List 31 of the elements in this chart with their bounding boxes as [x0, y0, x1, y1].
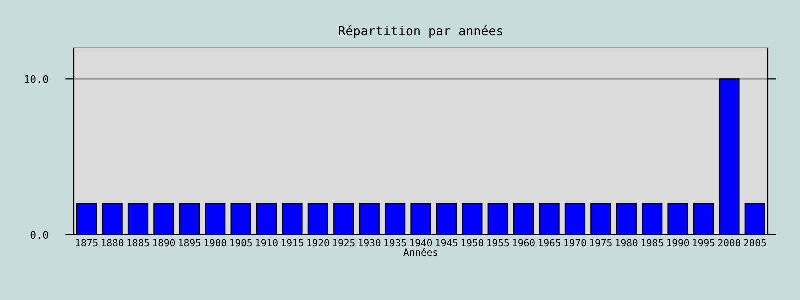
- x-tick-label: 1880: [102, 239, 124, 247]
- x-tick-label: 1895: [179, 239, 201, 247]
- x-axis-title: Années: [404, 248, 438, 256]
- x-tick-label: 1925: [333, 239, 355, 247]
- x-tick-label: 1890: [153, 239, 176, 247]
- x-tick-label: 1885: [128, 239, 150, 247]
- x-tick-label: 1990: [668, 239, 690, 247]
- x-tick-label: 1930: [359, 239, 381, 247]
- x-tick-label: 1915: [282, 239, 304, 247]
- x-tick-label: 1875: [76, 239, 98, 247]
- x-tick-label: 1905: [230, 239, 252, 247]
- x-tick-label: 2005: [744, 239, 766, 247]
- x-tick-label: 1945: [436, 239, 458, 247]
- x-tick-label: 1980: [616, 239, 638, 247]
- y-tick-label: 0.0: [30, 231, 48, 240]
- x-tick-label: 1965: [538, 239, 560, 247]
- x-tick-label: 1935: [384, 239, 406, 247]
- x-tick-label: 1970: [564, 239, 586, 247]
- x-tick-label: 1975: [590, 239, 612, 247]
- x-tick-label: 1920: [308, 239, 330, 247]
- x-tick-label: 1950: [462, 239, 484, 247]
- x-tick-label: 1940: [410, 239, 432, 247]
- x-tick-label: 1900: [204, 239, 226, 247]
- x-tick-label: 1985: [642, 239, 664, 247]
- x-tick-label: 1910: [256, 239, 278, 247]
- x-tick-label: 1960: [513, 239, 535, 247]
- y-tick-label: 10.0: [25, 75, 48, 84]
- x-tick-label: 1955: [488, 239, 510, 247]
- x-tick-label: 1995: [693, 239, 715, 247]
- chart-title: Répartition par années: [339, 26, 503, 38]
- x-tick-label: 2000: [718, 239, 741, 247]
